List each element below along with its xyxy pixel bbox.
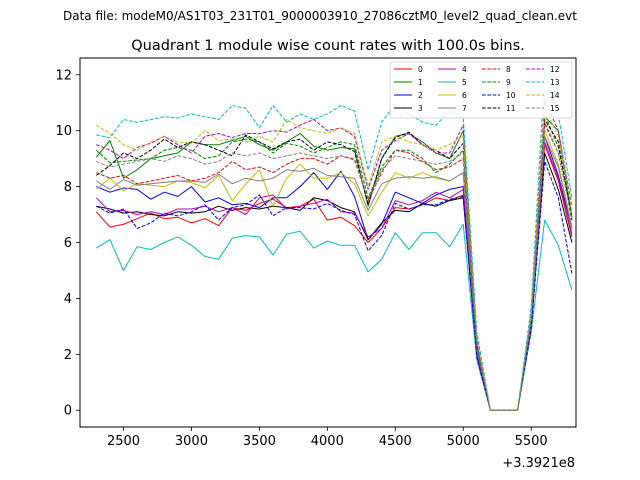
legend-box xyxy=(389,61,573,119)
x-axis-offset-label: +3.3921e8 xyxy=(502,456,575,471)
plot-area xyxy=(79,57,577,428)
y-tick-label: 12 xyxy=(55,68,72,83)
legend-label-13: 13 xyxy=(550,78,560,87)
chart-title: Quadrant 1 module wise count rates with … xyxy=(131,38,525,54)
legend-label-11: 11 xyxy=(506,104,516,113)
legend-label-9: 9 xyxy=(506,78,511,87)
legend-label-12: 12 xyxy=(550,65,560,74)
legend-label-1: 1 xyxy=(418,78,423,87)
legend-label-6: 6 xyxy=(462,91,467,100)
x-axis-ticks: 2500 3000 3500 4000 4500 5000 5500 xyxy=(107,427,548,449)
y-tick-label: 0 xyxy=(64,404,72,419)
legend-label-10: 10 xyxy=(506,91,516,100)
y-tick-label: 4 xyxy=(64,292,72,307)
x-tick-label: 3500 xyxy=(243,434,276,449)
x-tick-label: 2500 xyxy=(107,434,140,449)
y-tick-label: 10 xyxy=(55,124,72,139)
x-tick-label: 4500 xyxy=(379,434,412,449)
y-tick-label: 8 xyxy=(64,180,72,195)
legend-label-8: 8 xyxy=(506,65,511,74)
legend-label-15: 15 xyxy=(550,104,560,113)
series-line-13 xyxy=(96,71,573,411)
x-tick-label: 3000 xyxy=(175,434,208,449)
x-tick-label: 4000 xyxy=(311,434,344,449)
x-tick-label: 5500 xyxy=(515,434,548,449)
series-line-10 xyxy=(96,160,573,411)
legend-label-2: 2 xyxy=(418,91,423,100)
figure-suptitle: Data file: modeM0/AS1T03_231T01_90000039… xyxy=(63,9,577,23)
x-tick-label: 5000 xyxy=(447,434,480,449)
legend-label-4: 4 xyxy=(462,65,467,74)
legend-label-0: 0 xyxy=(418,65,423,74)
legend-label-7: 7 xyxy=(462,104,467,113)
legend-label-5: 5 xyxy=(462,78,467,87)
legend-label-3: 3 xyxy=(418,104,423,113)
y-tick-label: 6 xyxy=(64,236,72,251)
series-line-15 xyxy=(96,124,573,411)
series-layer xyxy=(95,71,573,411)
legend-label-14: 14 xyxy=(550,91,560,100)
y-axis-ticks: 0 2 4 6 8 10 12 xyxy=(55,68,80,419)
y-tick-label: 2 xyxy=(64,348,72,363)
